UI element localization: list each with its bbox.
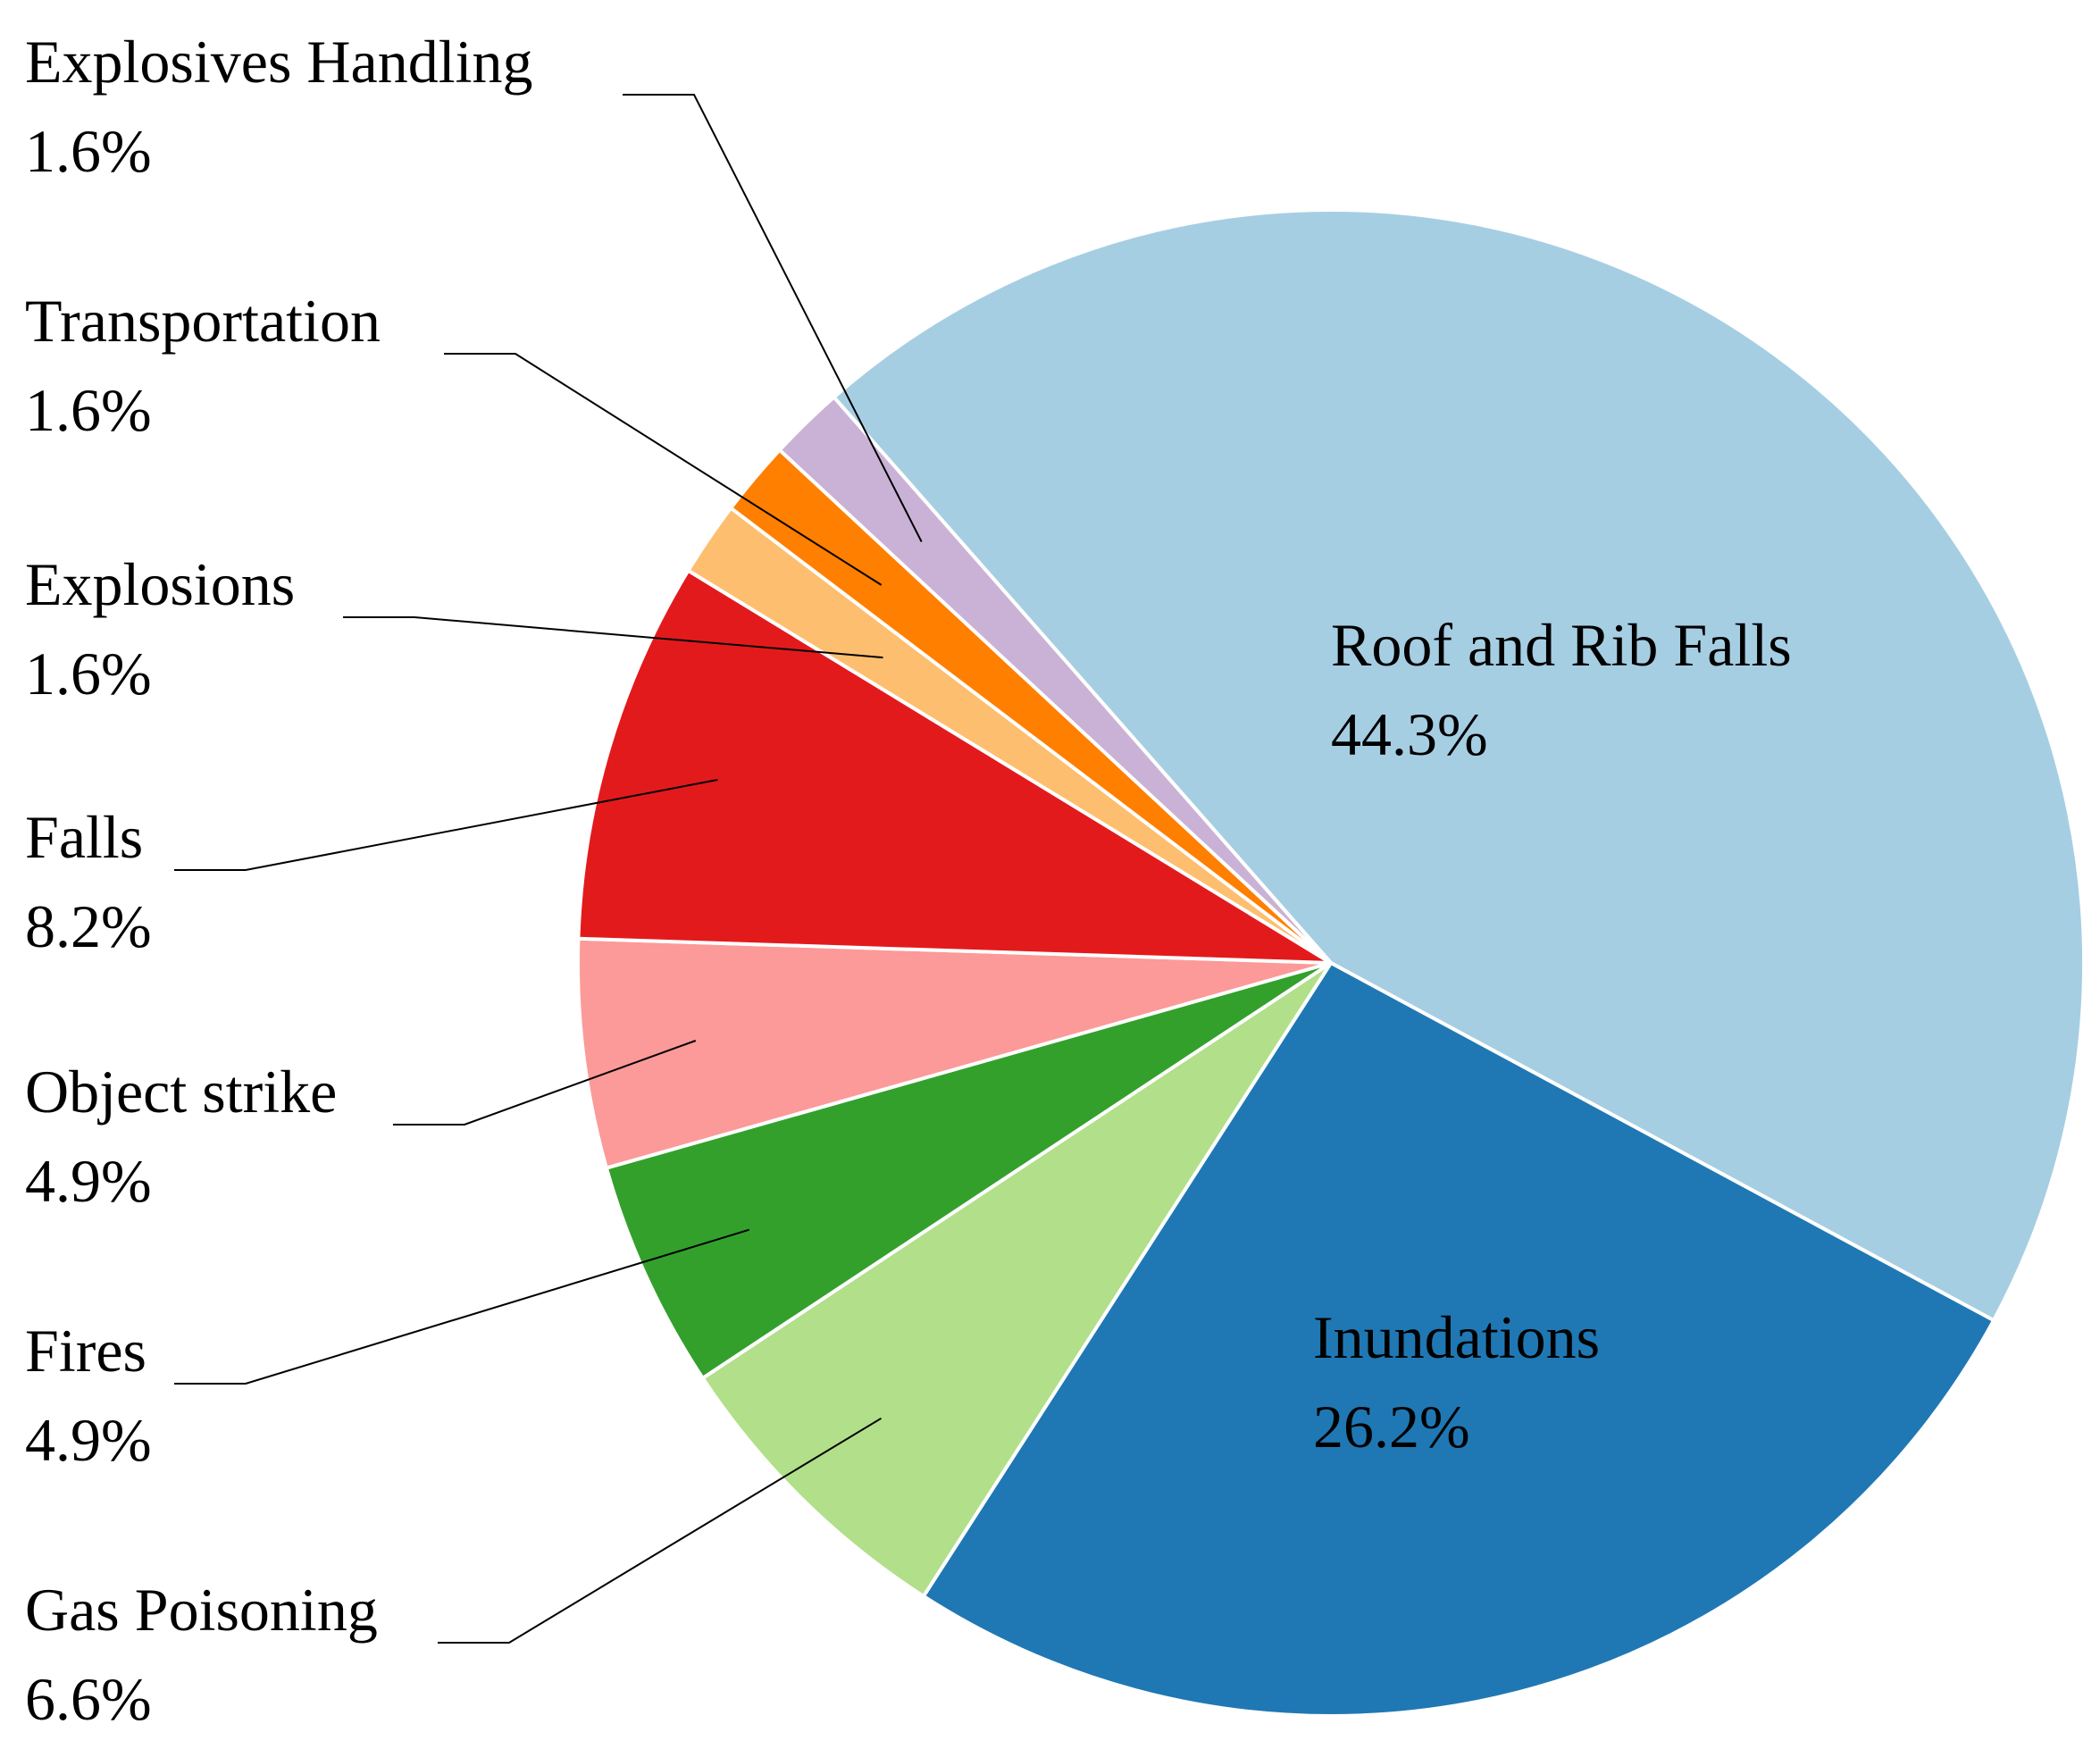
slice-label-inundations: Inundations xyxy=(1313,1303,1600,1371)
pie-slice-object-strike xyxy=(576,936,1333,1170)
leader-line-fires xyxy=(174,1228,749,1385)
slice-label-gas-poisoning: Gas Poisoning xyxy=(25,1576,378,1644)
slice-label-falls: Falls xyxy=(25,803,143,871)
leader-lines-layer xyxy=(174,94,923,1644)
slice-label-explosives-handling: Explosives Handling xyxy=(25,28,533,96)
slice-value-label-fires: 4.9% xyxy=(25,1406,152,1474)
slice-label-roof-and-rib-falls: Roof and Rib Falls xyxy=(1331,611,1792,679)
leader-line-gas-poisoning xyxy=(438,1417,883,1644)
labels-layer: Roof and Rib Falls 44.3% Inundations 26.2% G… xyxy=(25,28,1792,1733)
slice-value-label-inundations: 26.2% xyxy=(1313,1393,1470,1460)
slice-value-label-explosives-handling: 1.6% xyxy=(25,117,152,185)
slice-value-label-roof-and-rib-falls: 44.3% xyxy=(1331,700,1488,768)
leader-line-explosions xyxy=(343,616,883,659)
leader-line-explosives-handling xyxy=(623,94,923,542)
slice-label-object-strike: Object strike xyxy=(25,1058,337,1126)
slice-value-label-object-strike: 4.9% xyxy=(25,1147,152,1215)
pie-slice-falls xyxy=(576,568,1333,965)
slice-value-label-falls: 8.2% xyxy=(25,892,152,960)
pie-slice-explosives-handling xyxy=(777,395,1333,965)
slice-value-label-gas-poisoning: 6.6% xyxy=(25,1665,152,1733)
slices-layer xyxy=(576,208,2086,1718)
slice-label-explosions: Explosions xyxy=(25,550,295,618)
pie-slice-fires xyxy=(604,961,1333,1380)
slice-label-fires: Fires xyxy=(25,1317,146,1385)
leader-line-falls xyxy=(174,779,718,871)
pie-slice-gas-poisoning xyxy=(700,961,1333,1598)
pie-slice-inundations xyxy=(921,961,1995,1718)
slice-value-label-transportation: 1.6% xyxy=(25,376,152,444)
leader-line-transportation xyxy=(444,353,883,586)
leader-line-object-strike xyxy=(393,1040,697,1126)
pie-slice-roof-and-rib-falls xyxy=(832,208,2086,1323)
slice-value-label-explosions: 1.6% xyxy=(25,640,152,707)
slice-label-transportation: Transportation xyxy=(25,287,381,355)
